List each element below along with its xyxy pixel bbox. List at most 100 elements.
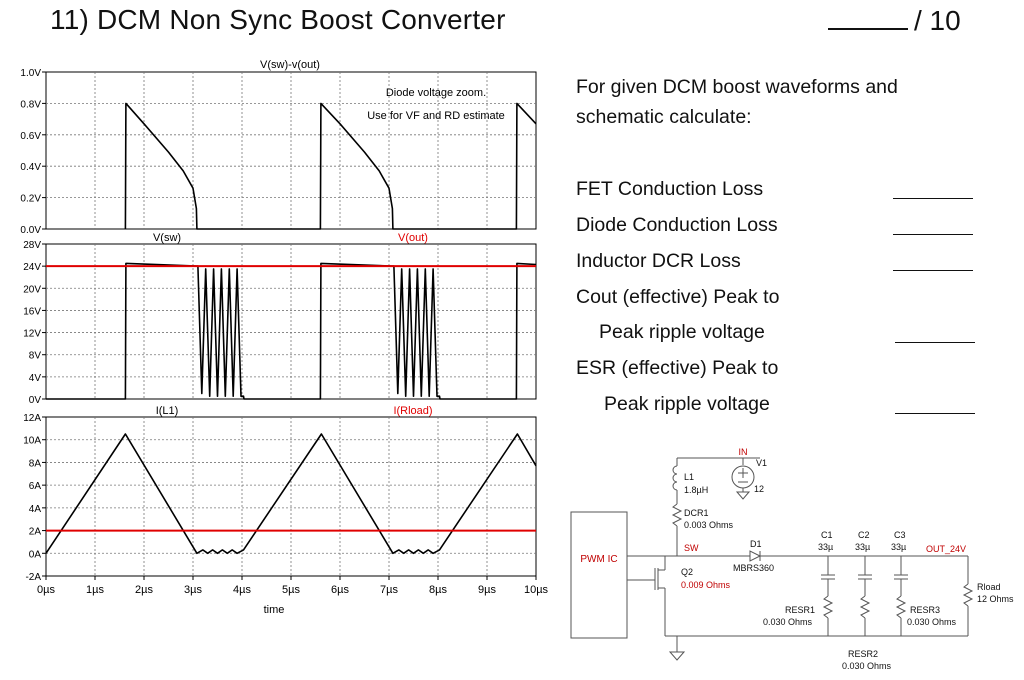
panel-1-annotation-line1: Diode voltage zoom. [386, 87, 486, 99]
y-tick-label: 12A [23, 413, 41, 424]
d1-name: D1 [750, 539, 762, 549]
y-tick-label: 6A [29, 481, 42, 492]
x-tick-label: 8µs [429, 584, 447, 596]
resr1-resistor [822, 595, 834, 619]
c3-value: 33µ [891, 542, 906, 552]
dcr1-name: DCR1 [684, 508, 709, 518]
y-tick-label: 16V [23, 306, 41, 317]
pwm-ic-label: PWM IC [580, 554, 617, 565]
c3-name: C3 [894, 530, 906, 540]
y-tick-label: 8A [29, 458, 42, 469]
y-tick-label: 8V [29, 351, 42, 362]
task-inductor-dcr-loss: Inductor DCR Loss [576, 250, 741, 272]
panel-2-y-ticks: 28V 24V 20V 16V 12V 8V 4V 0V [23, 240, 46, 406]
boost-schematic: PWM IC IN V1 12 L1 1.8µH DCR1 0.003 Ohms… [570, 447, 1014, 671]
rload-resistor [962, 583, 974, 607]
out-node-label: OUT_24V [926, 544, 966, 554]
y-tick-label: 4V [29, 373, 42, 384]
y-tick-label: 12V [23, 329, 41, 340]
panel-3-frame [45, 416, 537, 577]
pwm-ic-block [570, 511, 628, 639]
task-esr-ripple: ESR (effective) Peak to [576, 357, 779, 379]
y-tick-label: 28V [23, 240, 41, 251]
panel-2-grid [46, 244, 536, 399]
x-axis-label: time [264, 604, 285, 616]
x-tick-label: 2µs [135, 584, 153, 596]
c2-name: C2 [858, 530, 870, 540]
y-tick-label: 0A [29, 549, 42, 560]
answer-blank-fet-loss[interactable] [893, 198, 973, 199]
answer-blank-cout-ripple[interactable] [895, 342, 975, 343]
c1-value: 33µ [818, 542, 833, 552]
rload-value: 12 Ohms [977, 594, 1014, 604]
answer-blank-esr-ripple[interactable] [895, 413, 975, 414]
resr2-name: RESR2 [848, 649, 878, 659]
answer-blank-diode-loss[interactable] [893, 234, 973, 235]
panel-3-grid [46, 417, 536, 576]
in-label: IN [739, 447, 748, 457]
resr3-value: 0.030 Ohms [907, 617, 957, 627]
legend-vsw: V(sw) [153, 232, 181, 244]
x-tick-label: 5µs [282, 584, 300, 596]
c1-capacitor [821, 556, 835, 636]
legend-vout: V(out) [398, 232, 428, 244]
q2-value: 0.009 Ohms [681, 580, 731, 590]
panel-3-series [45, 433, 537, 555]
legend-il1: I(L1) [156, 405, 179, 417]
q2-name: Q2 [681, 567, 693, 577]
x-tick-label: 1µs [86, 584, 104, 596]
panel-3-y-ticks: 12A 10A 8A 6A 4A 2A 0A -2A [23, 413, 46, 583]
problem-intro: For given DCM boost waveforms and schema… [576, 76, 898, 128]
y-tick-label: 0.6V [20, 131, 41, 142]
x-tick-label: 9µs [478, 584, 496, 596]
resr2-value: 0.030 Ohms [842, 661, 892, 671]
series-line-i-l1- [45, 433, 537, 555]
score-blank[interactable] [828, 4, 908, 30]
score-total: / 10 [914, 5, 961, 36]
y-tick-label: 20V [23, 284, 41, 295]
task-diode-conduction-loss: Diode Conduction Loss [576, 214, 778, 236]
c1-name: C1 [821, 530, 833, 540]
d1-value: MBRS360 [733, 563, 774, 573]
y-tick-label: 0.2V [20, 194, 41, 205]
l1-inductor [672, 465, 678, 491]
c2-capacitor [858, 556, 872, 636]
resr3-name: RESR3 [910, 605, 940, 615]
waveform-plots: V(sw)-v(out) Diode voltage zoom. Use for… [20, 59, 549, 616]
x-tick-label: 0µs [37, 584, 55, 596]
answer-blank-dcr-loss[interactable] [893, 270, 973, 271]
y-tick-label: 10A [23, 436, 41, 447]
score-field: / 10 [828, 4, 961, 37]
series-line-v-sw-v-out- [124, 102, 537, 230]
x-axis-ticks: 0µs 1µs 2µs 3µs 4µs 5µs 6µs 7µs 8µs 9µs 10µs [37, 576, 549, 596]
v1-name: V1 [756, 458, 767, 468]
sw-node-label: SW [684, 543, 699, 553]
panel-1-series [124, 102, 537, 230]
y-tick-label: 1.0V [20, 68, 41, 79]
task-fet-conduction-loss: FET Conduction Loss [576, 178, 764, 200]
x-tick-label: 4µs [233, 584, 251, 596]
x-tick-label: 3µs [184, 584, 202, 596]
y-tick-label: 4A [29, 504, 42, 515]
x-tick-label: 10µs [524, 584, 549, 596]
series-line-v-sw- [46, 262, 537, 400]
y-tick-label: 24V [23, 262, 41, 273]
y-tick-label: 0.4V [20, 162, 41, 173]
task-cout-ripple-cont: Peak ripple voltage [599, 321, 765, 343]
panel-1-annotation-line2: Use for VF and RD estimate [367, 110, 505, 122]
dcr1-resistor [671, 503, 683, 527]
l1-name: L1 [684, 472, 694, 482]
task-esr-ripple-cont: Peak ripple voltage [604, 393, 770, 415]
problem-title: 11) DCM Non Sync Boost Converter [50, 4, 506, 35]
resr2-resistor [859, 595, 871, 619]
panel-1-grid [46, 72, 536, 229]
x-tick-label: 6µs [331, 584, 349, 596]
d1-diode [749, 550, 762, 562]
rload-name: Rload [977, 582, 1001, 592]
resr1-name: RESR1 [785, 605, 815, 615]
c2-value: 33µ [855, 542, 870, 552]
l1-value: 1.8µH [684, 485, 708, 495]
dcr1-value: 0.003 Ohms [684, 520, 734, 530]
v1-value: 12 [754, 484, 764, 494]
y-tick-label: 0V [29, 395, 42, 406]
